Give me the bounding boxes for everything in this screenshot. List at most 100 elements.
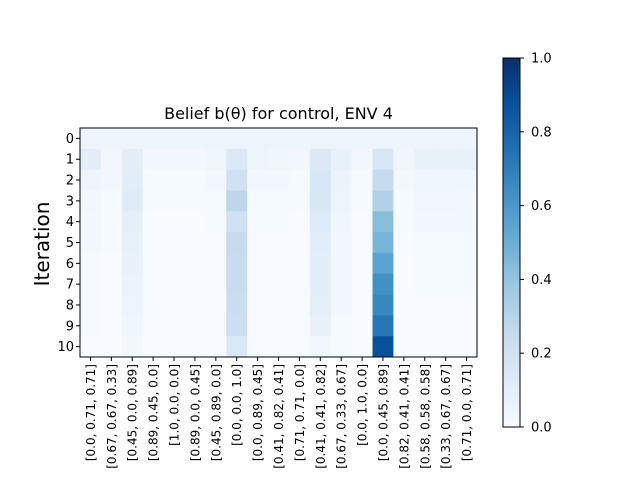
heatmap-cell <box>330 128 353 150</box>
heatmap-cell <box>414 232 436 254</box>
colorbar-tick-label: 0.0 <box>531 421 552 436</box>
heatmap-cell <box>100 128 123 150</box>
heatmap-cell <box>184 232 206 254</box>
heatmap-cell <box>288 273 311 295</box>
heatmap-cell <box>351 294 373 316</box>
heatmap-cell <box>414 294 436 316</box>
heatmap-cell <box>330 169 353 191</box>
heatmap-cell <box>435 232 457 254</box>
heatmap-cell <box>163 336 185 358</box>
heatmap-cell <box>330 336 353 358</box>
heatmap-cell <box>226 190 248 212</box>
heatmap-cell <box>121 232 144 254</box>
heatmap-cell <box>163 232 185 254</box>
y-tick-label: 7 <box>66 278 74 293</box>
heatmap-cell <box>393 294 415 316</box>
heatmap-cell <box>226 252 248 275</box>
heatmap-cell <box>456 232 478 254</box>
y-tick-label: 5 <box>66 236 74 251</box>
heatmap-cell <box>268 315 290 337</box>
heatmap-cell <box>247 148 269 171</box>
y-tick-label: 8 <box>66 298 74 313</box>
heatmap-cell <box>163 190 185 212</box>
heatmap-cell <box>184 273 206 295</box>
heatmap-cell <box>456 336 478 358</box>
x-tick-label: [0.45, 0.89, 0.0] <box>209 364 223 461</box>
x-tick-label: [0.0, 0.45, 0.89] <box>376 364 390 461</box>
heatmap-cell <box>351 232 373 254</box>
heatmap-cell <box>372 294 394 316</box>
heatmap-cell <box>80 169 102 191</box>
heatmap-cell <box>309 294 332 316</box>
heatmap-cell <box>121 273 144 295</box>
heatmap-cell <box>309 128 332 150</box>
heatmap-cell <box>309 211 332 233</box>
heatmap-cell <box>351 190 373 212</box>
heatmap-cell <box>288 315 311 337</box>
heatmap-cell <box>205 252 227 275</box>
x-tick-label: [0.0, 0.0, 1.0] <box>230 364 244 446</box>
y-tick-label: 3 <box>66 194 74 209</box>
heatmap-cell <box>184 336 206 358</box>
heatmap-cell <box>184 211 206 233</box>
heatmap-cell <box>268 273 290 295</box>
heatmap-cell <box>268 294 290 316</box>
heatmap-cell <box>80 273 102 295</box>
x-tick-label: [0.0, 1.0, 0.0] <box>356 364 370 446</box>
heatmap-cell <box>309 190 332 212</box>
x-axis-ticks: [0.0, 0.71, 0.71] [0.67, 0.67, 0.33] [0.45… <box>84 357 474 469</box>
heatmap-cell <box>393 232 415 254</box>
heatmap-cell <box>309 273 332 295</box>
x-tick-label: [0.89, 0.0, 0.45] <box>188 364 202 461</box>
heatmap-cell <box>80 128 102 150</box>
heatmap-cell <box>330 273 353 295</box>
heatmap-cell <box>372 273 394 295</box>
heatmap-cell <box>414 252 436 275</box>
heatmap-cell <box>100 294 123 316</box>
x-tick-label: [0.89, 0.45, 0.0] <box>147 364 161 461</box>
heatmap-cell <box>80 148 102 171</box>
heatmap-cell <box>163 252 185 275</box>
x-tick-label: [1.0, 0.0, 0.0] <box>168 364 182 446</box>
heatmap-cell <box>435 148 457 171</box>
heatmap-cell <box>184 190 206 212</box>
heatmap-cell <box>100 273 123 295</box>
heatmap-cell <box>226 169 248 191</box>
heatmap-cell <box>309 315 332 337</box>
heatmap-cell <box>121 294 144 316</box>
heatmap-cell <box>351 336 373 358</box>
heatmap-cell <box>205 232 227 254</box>
heatmap-cell <box>184 169 206 191</box>
heatmap-cell <box>393 336 415 358</box>
heatmap-cell <box>142 294 164 316</box>
heatmap-cell <box>142 315 164 337</box>
colorbar-tick-label: 1.0 <box>531 52 552 67</box>
heatmap-cell <box>247 252 269 275</box>
heatmap-cell <box>393 128 415 150</box>
heatmap-cell <box>121 148 144 171</box>
heatmap-cell <box>330 211 353 233</box>
colorbar-tick-label: 0.6 <box>531 199 552 214</box>
heatmap-cell <box>393 211 415 233</box>
heatmap-cell <box>142 169 164 191</box>
heatmap-cell <box>414 211 436 233</box>
heatmap-cell <box>435 315 457 337</box>
heatmap-cell <box>205 294 227 316</box>
y-tick-label: 4 <box>66 215 74 230</box>
heatmap-cell <box>351 148 373 171</box>
heatmap-cell <box>393 252 415 275</box>
heatmap-cell <box>268 190 290 212</box>
heatmap-cell <box>205 148 227 171</box>
x-tick-label: [0.71, 0.0, 0.71] <box>460 364 474 461</box>
colorbar-tick-label: 0.8 <box>531 125 552 140</box>
heatmap-cell <box>142 128 164 150</box>
heatmap-cell <box>142 211 164 233</box>
heatmap-cell <box>100 148 123 171</box>
heatmap-cell <box>80 232 102 254</box>
heatmap-cell <box>435 336 457 358</box>
heatmap-cell <box>100 336 123 358</box>
heatmap-cell <box>184 252 206 275</box>
heatmap-cell <box>456 273 478 295</box>
